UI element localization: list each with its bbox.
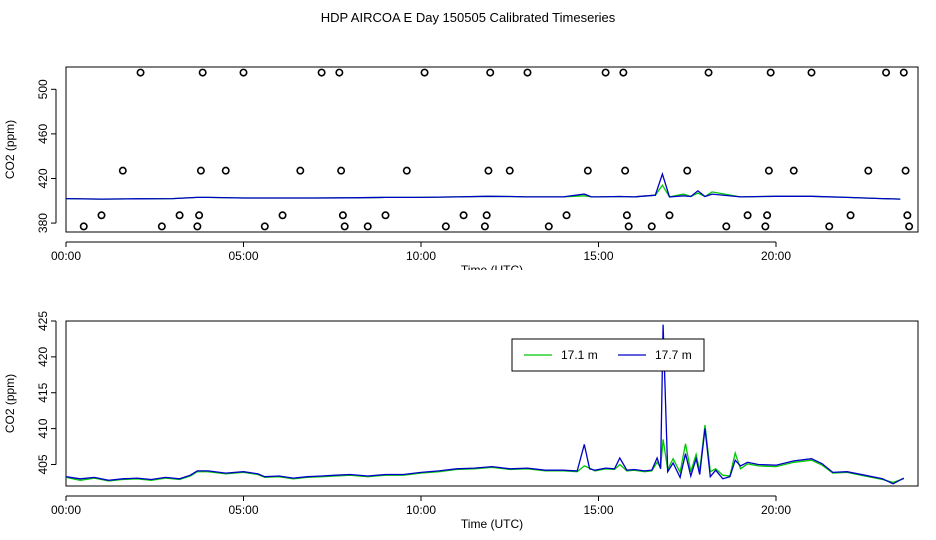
- x-tick-label: 15:00: [583, 503, 613, 517]
- data-point: [486, 68, 495, 77]
- data-point: [136, 68, 145, 77]
- data-point: [766, 68, 775, 77]
- x-tick-label: 10:00: [406, 503, 436, 517]
- data-point: [196, 166, 205, 175]
- y-tick-label: 415: [36, 382, 50, 402]
- x-axis-label: Time (UTC): [461, 517, 523, 531]
- data-point: [118, 166, 127, 175]
- y-tick-label: 425: [36, 311, 50, 331]
- data-point: [363, 222, 372, 231]
- y-tick-label: 460: [36, 124, 50, 144]
- chart-2: 00:00 05:00 10:00 15:00 20:00 Time (UTC) 405 41…: [3, 311, 919, 531]
- data-point: [317, 68, 326, 77]
- chart-title: HDP AIRCOA E Day 150505 Calibrated Times…: [320, 10, 616, 25]
- data-point: [562, 211, 571, 220]
- data-point: [198, 68, 207, 77]
- x-tick-label: 20:00: [761, 249, 791, 263]
- data-point: [278, 211, 287, 220]
- data-point: [583, 166, 592, 175]
- data-point: [79, 222, 88, 231]
- data-point: [647, 222, 656, 231]
- data-point: [260, 222, 269, 231]
- data-point: [763, 211, 772, 220]
- data-point: [221, 166, 230, 175]
- data-point: [441, 222, 450, 231]
- legend-label: 17.7 m: [655, 348, 692, 362]
- data-point: [901, 166, 910, 175]
- y-axis-label: CO2 (ppm): [3, 374, 17, 433]
- data-point: [459, 211, 468, 220]
- x-tick-label: 15:00: [583, 249, 613, 263]
- chart-1: 00:00 05:00 10:00 15:00 20:00 Time (UTC) 380 42…: [3, 66, 919, 270]
- series-line-2: [65, 171, 901, 200]
- y-tick-label: 420: [36, 168, 50, 188]
- data-point: [97, 211, 106, 220]
- data-point: [601, 68, 610, 77]
- data-point: [622, 211, 631, 220]
- data-point: [239, 68, 248, 77]
- plot-frame: [65, 66, 919, 233]
- data-point: [193, 222, 202, 231]
- x-tick-label: 10:00: [406, 249, 436, 263]
- data-point: [722, 222, 731, 231]
- data-point: [905, 222, 914, 231]
- data-point: [807, 68, 816, 77]
- data-point: [195, 211, 204, 220]
- data-point: [482, 211, 491, 220]
- data-point: [338, 211, 347, 220]
- data-point: [764, 166, 773, 175]
- y-tick-label: 380: [36, 213, 50, 233]
- x-tick-label: 00:00: [51, 249, 81, 263]
- data-point: [544, 222, 553, 231]
- data-point: [619, 68, 628, 77]
- legend-label: 17.1 m: [561, 348, 598, 362]
- data-point: [175, 211, 184, 220]
- data-point: [296, 166, 305, 175]
- x-tick-label: 05:00: [228, 249, 258, 263]
- data-point: [624, 222, 633, 231]
- data-point: [157, 222, 166, 231]
- y-axis-label: CO2 (ppm): [3, 120, 17, 179]
- data-point: [340, 222, 349, 231]
- data-point: [480, 222, 489, 231]
- data-point: [484, 166, 493, 175]
- x-tick-label: 20:00: [761, 503, 791, 517]
- data-point: [420, 68, 429, 77]
- data-point: [335, 68, 344, 77]
- y-tick-label: 410: [36, 418, 50, 438]
- data-point: [505, 166, 514, 175]
- data-point: [882, 68, 891, 77]
- series-line-2: [65, 324, 905, 485]
- data-point: [665, 211, 674, 220]
- x-axis-label: Time (UTC): [461, 263, 523, 270]
- data-point: [899, 68, 908, 77]
- data-point: [704, 68, 713, 77]
- y-tick-label: 420: [36, 347, 50, 367]
- data-point: [402, 166, 411, 175]
- data-point: [846, 211, 855, 220]
- data-point: [903, 211, 912, 220]
- plot-frame: [65, 320, 919, 487]
- data-point: [381, 211, 390, 220]
- data-point: [337, 166, 346, 175]
- x-tick-label: 00:00: [51, 503, 81, 517]
- data-point: [864, 166, 873, 175]
- data-point: [621, 166, 630, 175]
- data-point: [825, 222, 834, 231]
- y-tick-label: 500: [36, 79, 50, 99]
- data-point: [789, 166, 798, 175]
- data-point: [523, 68, 532, 77]
- data-point: [761, 222, 770, 231]
- data-point: [683, 166, 692, 175]
- y-tick-label: 405: [36, 454, 50, 474]
- data-point: [743, 211, 752, 220]
- x-tick-label: 05:00: [228, 503, 258, 517]
